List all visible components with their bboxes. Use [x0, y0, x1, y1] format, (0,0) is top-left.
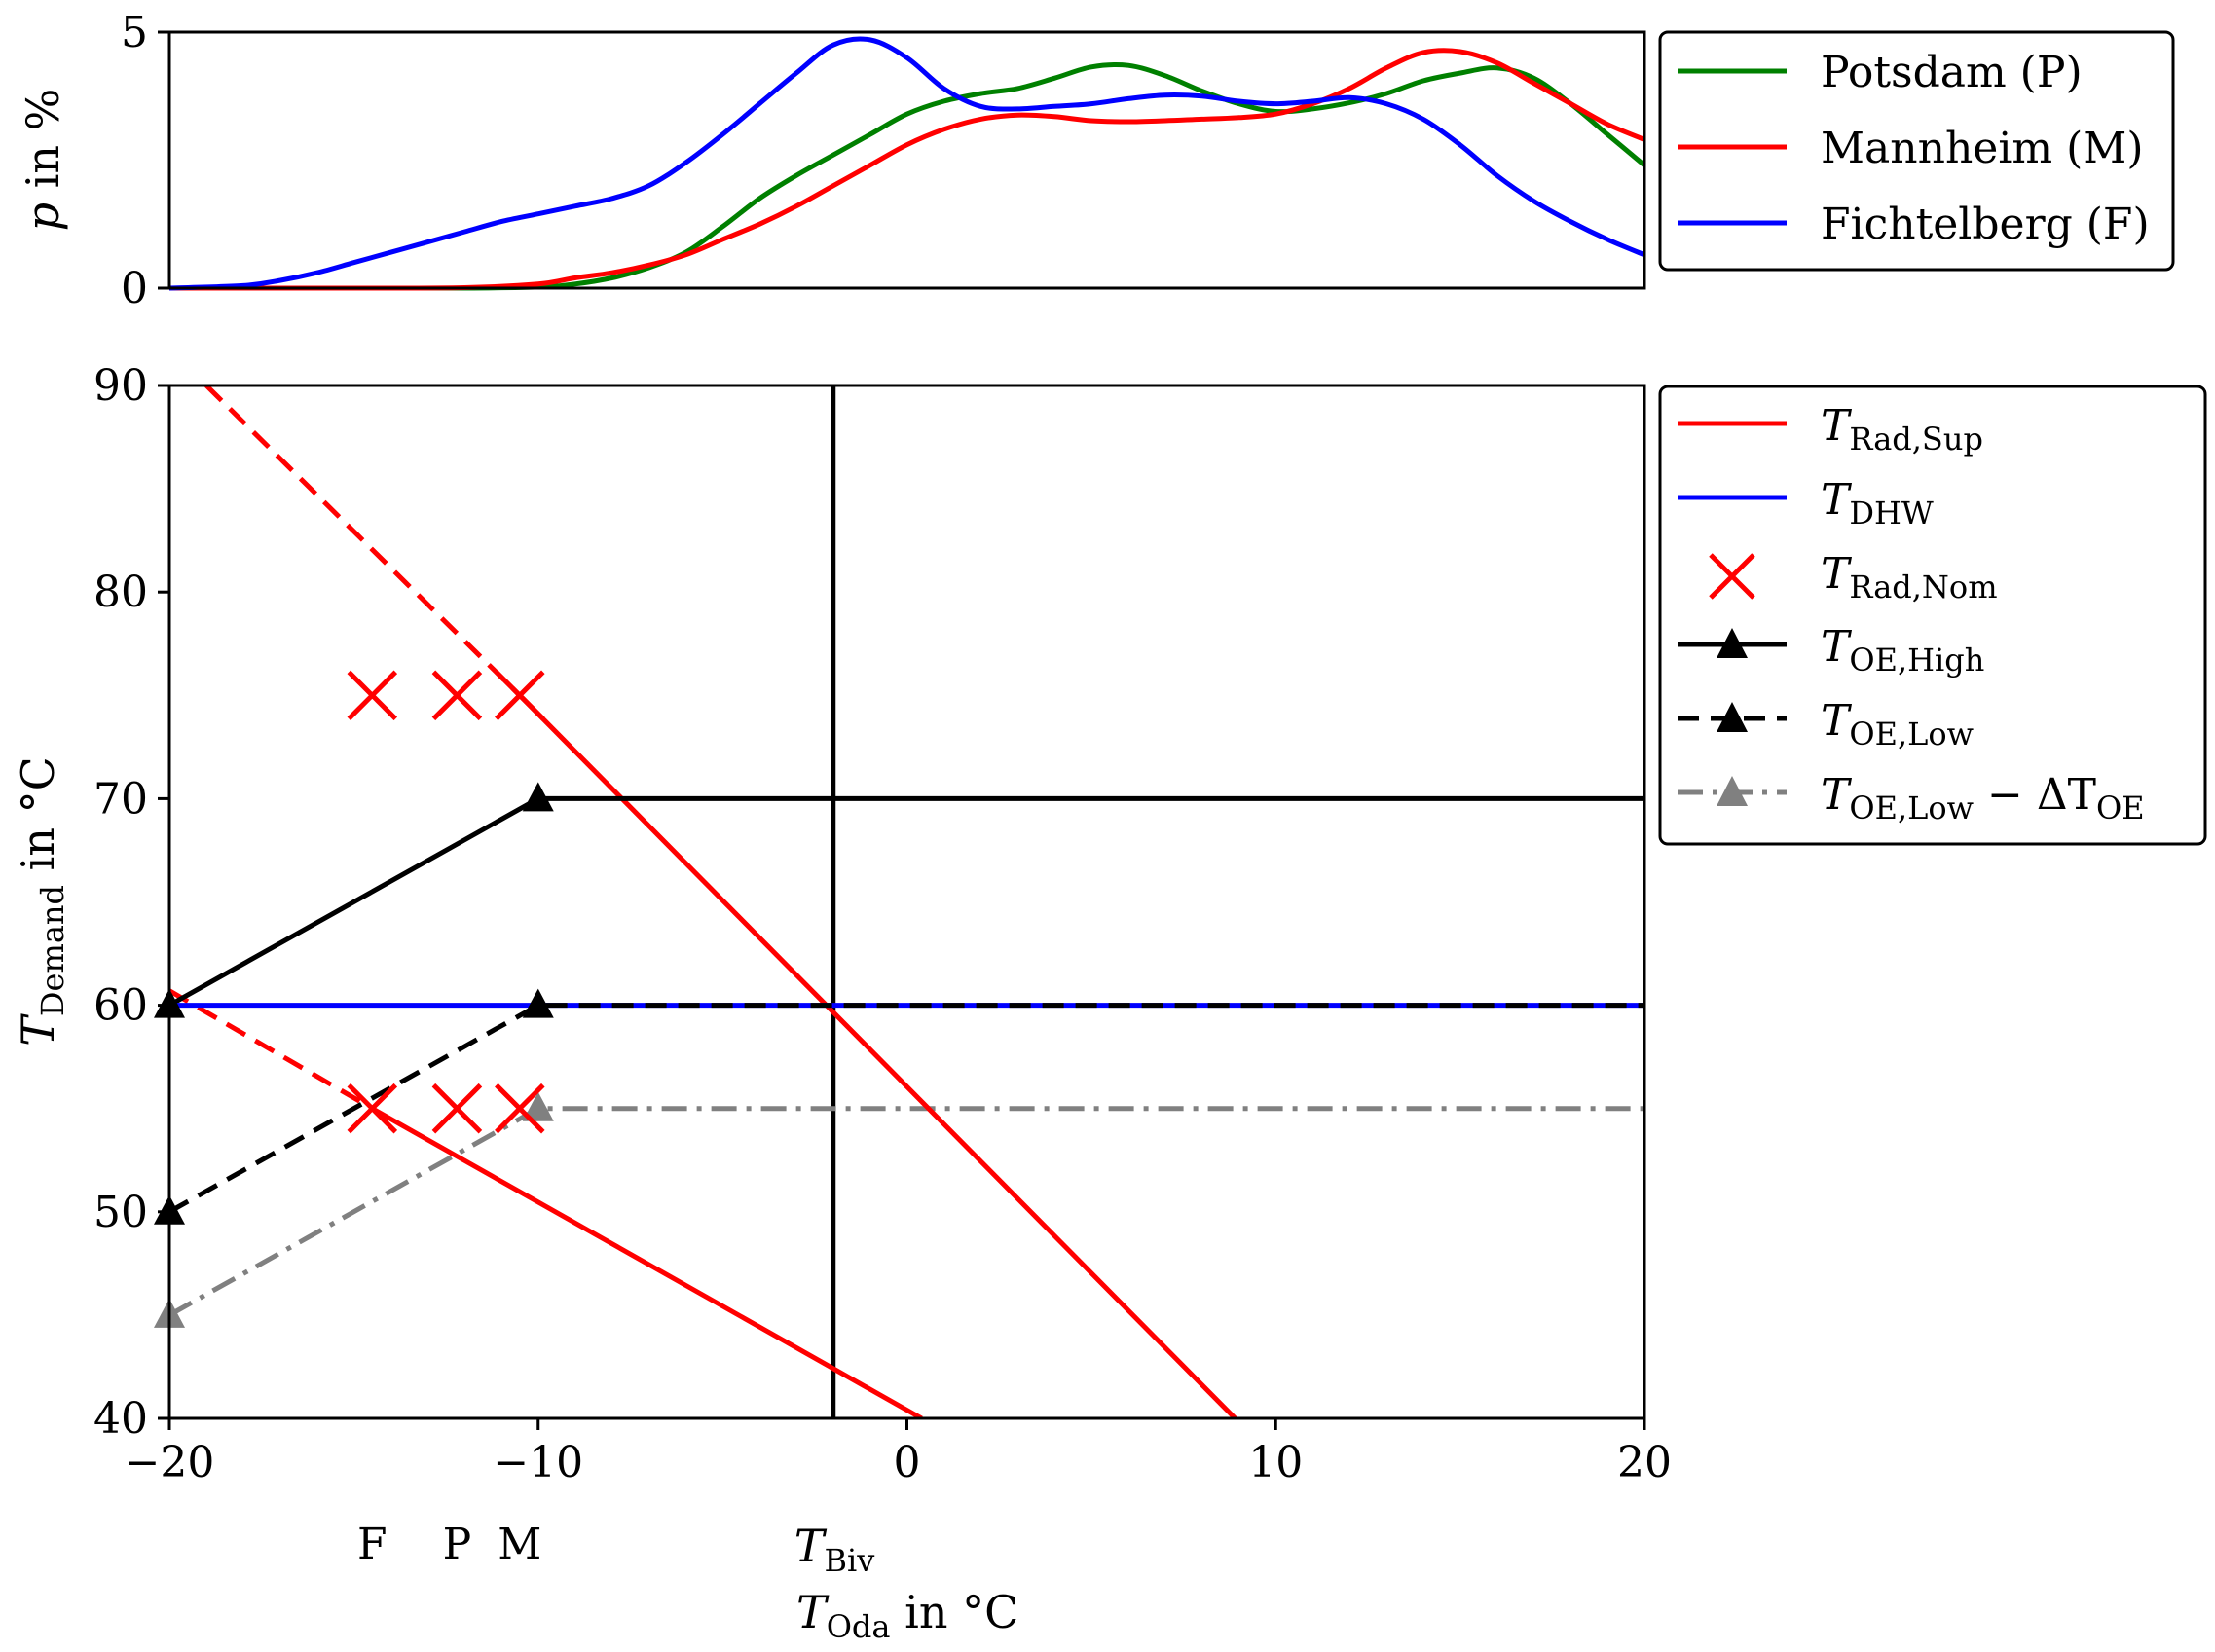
density-y-label: p in % — [17, 89, 69, 232]
marker-t-rad-nom-5 — [495, 1083, 545, 1134]
demand-x-tick-label-0: −20 — [125, 1438, 215, 1487]
demand-x-tick-label-1: −10 — [493, 1438, 583, 1487]
legend-label-rad-nom: TRad,Nom — [1821, 549, 1998, 606]
demand-y-ticks: 40 50 60 70 80 90 — [93, 361, 169, 1444]
line-t-oe-high — [169, 795, 1644, 1008]
marker-stroke-b — [495, 1083, 545, 1134]
demand-legend: TRad,Sup TDHW TRad,Nom TOE,High TOE,Low … — [1658, 385, 2207, 846]
line-t-rad-sup-low-dashed-part — [169, 988, 374, 1111]
density-panel: 05 p in % Potsdam (P) Mannheim (M) Ficht… — [17, 8, 2175, 313]
demand-x-tick-label-3: 10 — [1248, 1438, 1303, 1487]
demand-legend-frame — [1658, 385, 2207, 846]
marker-stroke-b — [347, 1083, 398, 1134]
density-y-ticks: 05 — [121, 8, 169, 313]
marker-t-oe-low-t-oe-1 — [522, 1091, 554, 1121]
demand-clipped-group — [169, 385, 1644, 1418]
density-plot-frame — [167, 30, 1646, 290]
marker-t-rad-nom-2 — [495, 670, 545, 721]
legend-label-oe-low: TOE,Low — [1821, 696, 1974, 753]
density-line-mannheim-m — [168, 48, 1645, 291]
line-t-rad-sup-low — [371, 1106, 923, 1418]
legend-marker-oe-low-delta — [1717, 776, 1748, 806]
demand-y-tick-label-80: 80 — [93, 568, 148, 617]
density-line-fichtelberg-f — [168, 36, 1645, 291]
demand-x-label: TOda in °C — [796, 1586, 1018, 1645]
line-t-oe-low — [169, 1003, 1644, 1214]
legend-label-rad-sup: TRad,Sup — [1821, 401, 1983, 458]
density-y-tick-label-0: 0 — [121, 264, 148, 313]
legend-marker-oe-high — [1717, 628, 1748, 658]
marker-t-oe-high-1 — [522, 782, 554, 812]
demand-plot-frame — [167, 384, 1646, 1420]
legend-label-mannheim: Mannheim (M) — [1821, 124, 2144, 173]
density-y-tick-label-5: 5 — [121, 8, 148, 57]
line-t-rad-sup-high-dashed-part — [204, 385, 522, 698]
density-legend: Potsdam (P) Mannheim (M) Fichtelberg (F) — [1658, 30, 2175, 272]
demand-y-tick-label-70: 70 — [93, 774, 148, 824]
legend-label-oe-low-delta: TOE,Low − ΔTOE — [1821, 770, 2145, 826]
marker-stroke-b — [431, 670, 483, 721]
legend-marker-rad-nom — [1709, 553, 1755, 600]
line-t-rad-sup-high — [518, 693, 1237, 1418]
marker-stroke-b — [495, 670, 545, 721]
legend-label-oe-high: TOE,High — [1821, 622, 1984, 679]
legend-label-potsdam: Potsdam (P) — [1821, 48, 2083, 97]
line-t-oe-low-t-oe — [169, 1106, 1644, 1318]
location-tick-f: F — [357, 1520, 388, 1569]
biv-label: TBiv — [794, 1520, 875, 1579]
location-tick-p: P — [443, 1520, 472, 1569]
legend-label-dhw: TDHW — [1821, 475, 1934, 532]
demand-y-label: TDemand in °C — [12, 756, 71, 1046]
marker-t-oe-low-1 — [522, 988, 554, 1018]
legend-marker-oe-low — [1717, 702, 1748, 732]
demand-y-tick-label-60: 60 — [93, 981, 148, 1031]
marker-stroke-b — [431, 1083, 483, 1134]
density-series-group — [168, 36, 1646, 291]
demand-x-tick-label-4: 20 — [1617, 1438, 1672, 1487]
demand-x-tick-label-2: 0 — [894, 1438, 921, 1487]
demand-y-tick-label-90: 90 — [93, 361, 148, 411]
marker-stroke-b — [347, 670, 398, 721]
density-line-potsdam-p — [169, 61, 1646, 291]
marker-t-rad-nom-0 — [347, 670, 398, 721]
density-legend-frame — [1658, 30, 2175, 272]
demand-series-group — [154, 385, 1644, 1418]
marker-t-rad-nom-3 — [347, 1083, 398, 1134]
legend-label-fichtelberg: Fichtelberg (F) — [1821, 200, 2150, 249]
demand-y-tick-label-50: 50 — [93, 1188, 148, 1237]
marker-t-rad-nom-4 — [431, 1083, 483, 1134]
demand-x-ticks: −20 −10 0 10 20 — [125, 1418, 1672, 1487]
demand-y-tick-label-40: 40 — [93, 1394, 148, 1444]
location-tick-m: M — [498, 1520, 541, 1569]
marker-t-rad-nom-1 — [431, 670, 483, 721]
